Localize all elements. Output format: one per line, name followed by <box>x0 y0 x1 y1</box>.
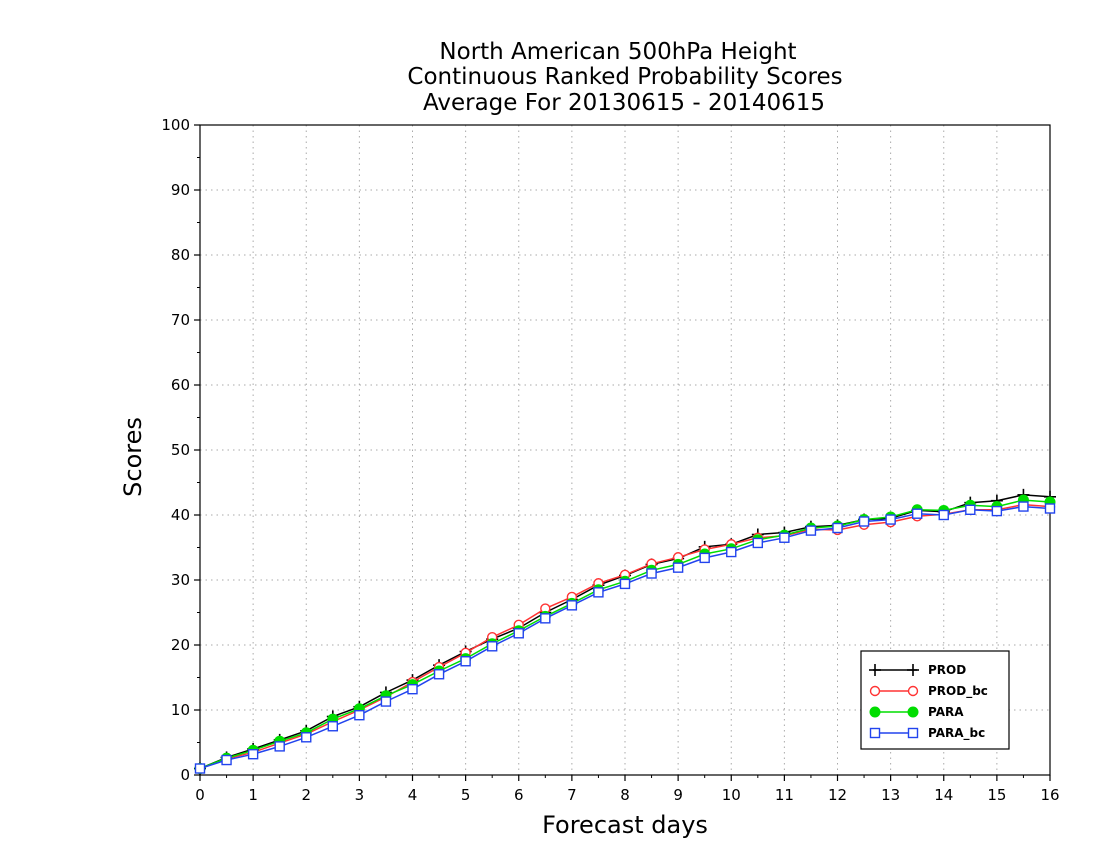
x-tick-label: 15 <box>987 786 1006 804</box>
x-tick-label: 2 <box>301 786 311 804</box>
data-point-para-bc <box>726 546 737 558</box>
y-tick-label: 10 <box>171 701 190 719</box>
data-point-para-bc <box>646 568 657 579</box>
legend: PROD PROD_bc PARA PARA_bc <box>860 650 1010 750</box>
x-tick-label: 8 <box>620 786 630 804</box>
legend-label: PARA_bc <box>928 726 985 741</box>
data-point-para-bc <box>486 641 498 652</box>
data-point-para-bc <box>247 749 259 760</box>
data-point-para-bc <box>779 532 790 543</box>
data-point-para-bc <box>301 732 312 743</box>
data-point-para-bc <box>965 504 976 515</box>
data-point-para-bc <box>327 721 339 732</box>
legend-marker-start <box>869 727 881 739</box>
legend-marker-start <box>869 706 881 718</box>
data-point-para-bc <box>460 656 471 667</box>
x-tick-label: 9 <box>673 786 683 804</box>
chart-title-line-3: Average For 20130615 - 20140615 <box>423 90 825 116</box>
legend-marker-end <box>907 664 919 676</box>
data-point-para-bc <box>407 684 418 695</box>
legend-marker-start <box>869 664 881 676</box>
legend-label: PROD_bc <box>928 684 988 699</box>
y-tick-label: 30 <box>171 571 190 589</box>
x-tick-label: 7 <box>567 786 577 804</box>
y-tick-label: 70 <box>171 311 190 329</box>
axis-ticks: 0 1 2 3 4 5 6 7 8 9 10 11 12 13 14 15 160102030405060708… <box>161 116 1059 804</box>
x-tick-label: 12 <box>828 786 847 804</box>
data-point-para-bc <box>221 754 232 766</box>
y-tick-label: 60 <box>171 376 190 394</box>
x-tick-label: 5 <box>461 786 471 804</box>
x-tick-label: 16 <box>1040 786 1059 804</box>
y-tick-label: 50 <box>171 441 190 459</box>
y-tick-label: 100 <box>161 116 190 134</box>
x-tick-label: 14 <box>934 786 953 804</box>
series-layer <box>194 488 1056 775</box>
data-point-para-bc <box>1018 501 1029 512</box>
x-axis-label: Forecast days <box>542 811 708 839</box>
y-tick-label: 40 <box>171 506 190 524</box>
x-tick-label: 1 <box>248 786 258 804</box>
legend-item-para-bc: PARA_bc <box>869 726 985 741</box>
legend-marker-end <box>907 685 919 697</box>
legend-label: PARA <box>928 705 964 719</box>
legend-label: PROD <box>928 663 966 677</box>
data-point-para-bc <box>380 696 392 707</box>
data-point-para-bc <box>354 710 365 721</box>
chart-title: North American 500hPa Height Continuous … <box>407 39 842 116</box>
data-point-para-bc <box>194 763 206 774</box>
x-tick-label: 13 <box>881 786 900 804</box>
legend-item-para: PARA <box>869 705 964 719</box>
x-tick-label: 10 <box>722 786 741 804</box>
data-point-para-bc <box>991 505 1003 517</box>
data-point-para-bc <box>858 516 870 527</box>
x-tick-label: 3 <box>355 786 365 804</box>
x-tick-label: 11 <box>775 786 794 804</box>
grid <box>200 125 1050 775</box>
legend-marker-end <box>907 706 919 718</box>
data-point-para-bc <box>805 525 817 536</box>
y-tick-label: 20 <box>171 636 190 654</box>
data-point-para-bc <box>274 741 285 752</box>
legend-item-prod: PROD <box>869 663 966 677</box>
data-point-para-bc <box>1044 503 1056 514</box>
x-tick-label: 0 <box>195 786 205 804</box>
y-tick-label: 80 <box>171 246 190 264</box>
data-point-para-bc <box>619 578 631 590</box>
x-tick-label: 4 <box>408 786 418 804</box>
data-point-para-bc <box>885 514 896 525</box>
data-point-para-bc <box>911 508 923 519</box>
series-para-bc <box>194 501 1056 774</box>
data-point-para-bc <box>566 600 578 611</box>
data-point-para-bc <box>672 562 684 573</box>
x-tick-label: 6 <box>514 786 524 804</box>
y-tick-label: 0 <box>180 766 190 784</box>
legend-item-prod-bc: PROD_bc <box>869 684 988 699</box>
data-point-para-bc <box>540 613 551 624</box>
data-point-para-bc <box>513 628 524 639</box>
legend-marker-start <box>869 685 881 697</box>
data-point-para-bc <box>832 522 843 534</box>
chart-title-line-1: North American 500hPa Height <box>439 39 796 65</box>
legend-marker-end <box>907 727 919 739</box>
data-point-para-bc <box>433 669 445 680</box>
data-point-para-bc <box>593 587 604 598</box>
data-point-para-bc <box>938 509 949 521</box>
chart-title-line-2: Continuous Ranked Probability Scores <box>407 64 842 90</box>
data-point-para-bc <box>752 537 764 549</box>
data-point-para-bc <box>699 552 710 564</box>
y-tick-label: 90 <box>171 181 190 199</box>
y-axis-label: Scores <box>119 417 147 497</box>
